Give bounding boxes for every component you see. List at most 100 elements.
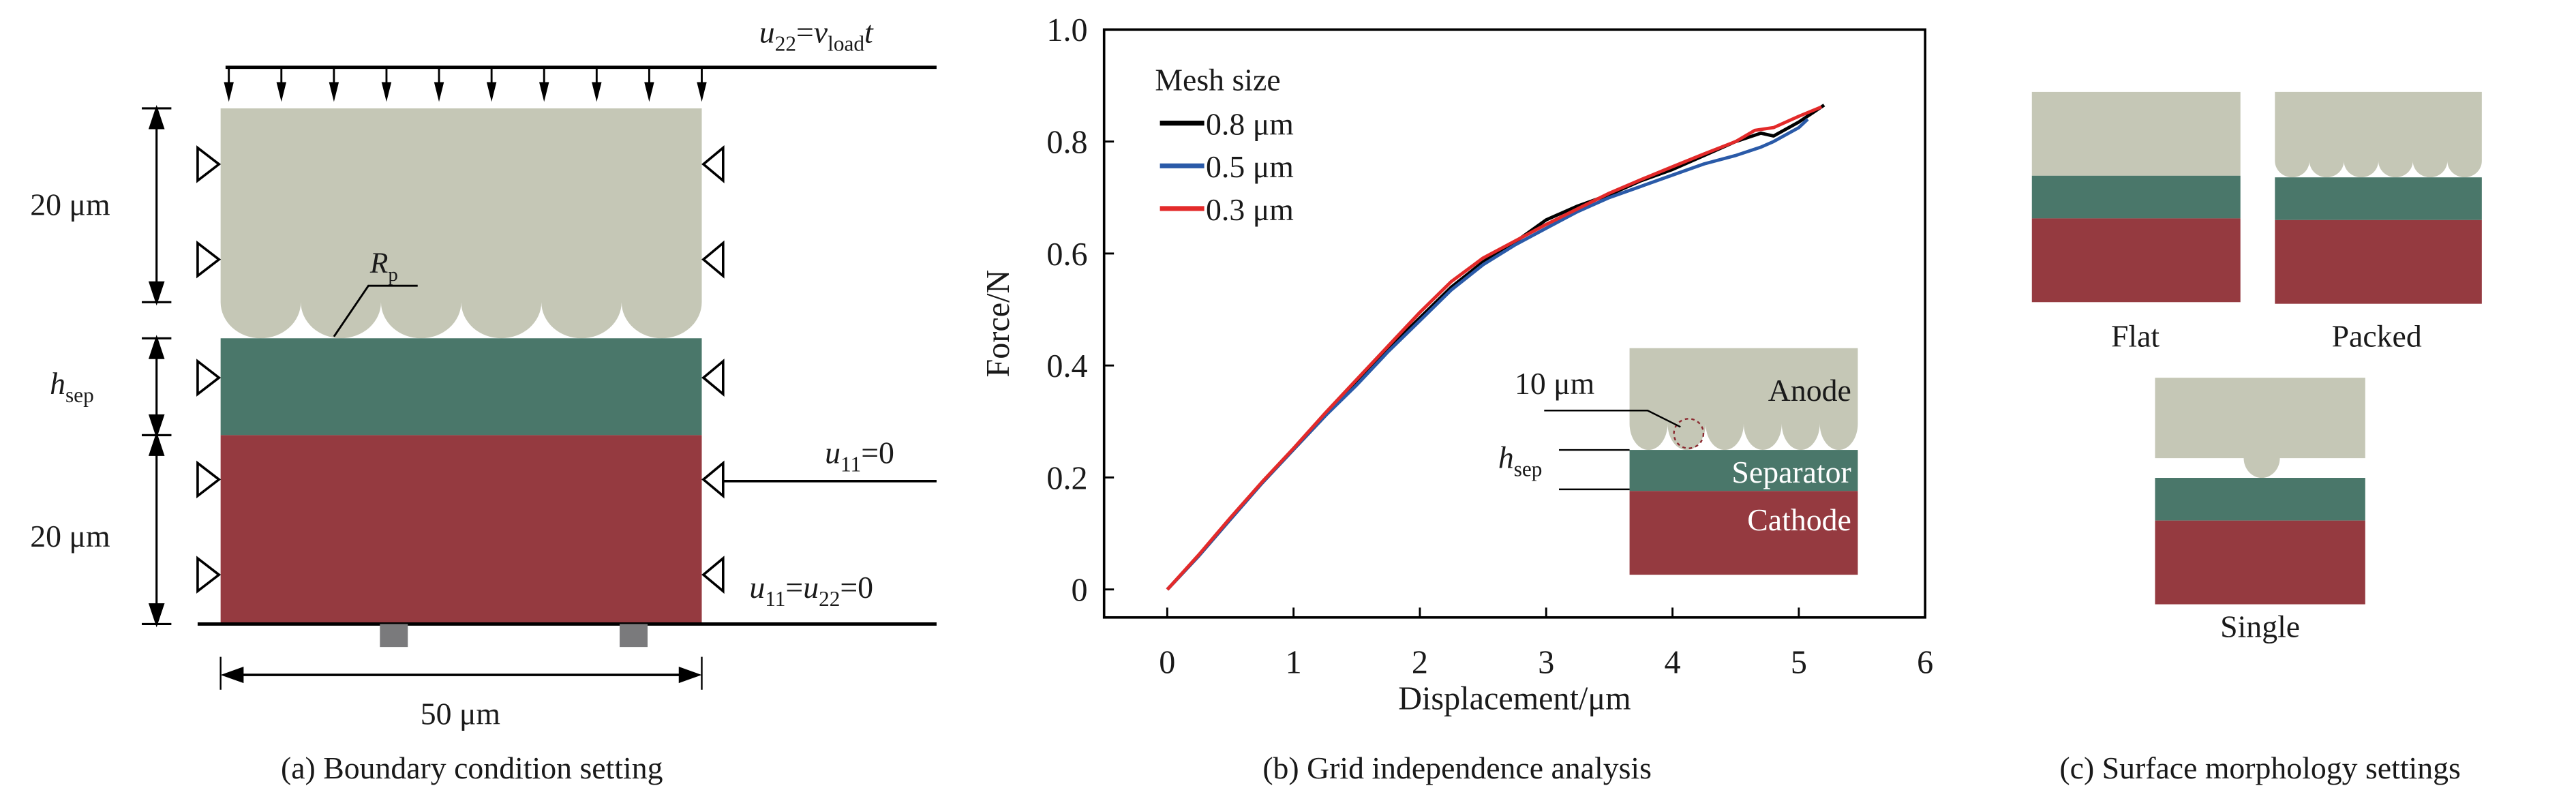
flat-anode [2031,91,2241,176]
load-arrow-head [486,82,497,102]
inset-separator [1629,450,1858,491]
load-arrow-head [592,82,602,102]
inset-hsep-label: hsep [1498,440,1543,481]
inset-separator-label: Separator [1731,455,1851,489]
packed-cathode [2275,219,2482,304]
dim-arrow [148,414,165,439]
x-tick-label: 0 [1159,645,1175,681]
radius-leader-line [333,284,418,337]
legend-label: 0.3 μm [1206,192,1294,227]
legend-label: 0.8 μm [1206,107,1294,142]
load-arrow-head [539,82,549,102]
x-tick-label: 6 [1917,645,1933,681]
separator-block [220,338,702,436]
support-block [620,624,648,648]
flat-cathode [2031,218,2241,303]
load-arrows [224,67,707,102]
dim-arrow [148,281,165,306]
y-tick-label: 0.2 [1046,460,1087,496]
legend-title: Mesh size [1155,62,1280,97]
width-arrow-left [220,667,244,684]
legend: 0.8 μm 0.5 μm 0.3 μm [1160,107,1294,227]
y-axis-label: Force/N [980,270,1016,378]
inset-cathode [1629,491,1858,575]
u11-label: u11=0 [825,435,894,476]
dim-width-label: 50 μm [421,696,500,731]
roller-right [701,240,725,279]
dim-arrow [148,335,165,359]
roller-left [196,359,222,397]
plot-frame [1102,28,1926,619]
inset-dim-label: 10 μm [1515,366,1594,401]
support-block [380,624,408,648]
panel-a-boundary-conditions: u22=vloadt u11=0 u11=u22=0 20 μm hsep 20… [30,15,937,785]
panel-b-caption: (b) Grid independence analysis [1262,751,1652,785]
packed-separator [2275,177,2482,220]
roller-right [701,556,725,594]
inset-anode [1629,348,1858,451]
panel-b-chart: 0 1 2 3 4 5 6 0 0.2 0.4 0.6 0.8 1.0 Displacement/μm… [980,12,1933,785]
inset-anode-label: Anode [1768,373,1851,408]
y-tick-label: 0.4 [1046,348,1087,384]
inset-highlight-circle [1673,418,1705,449]
flat-separator [2031,175,2241,219]
dim-bottom-label: 20 μm [30,519,110,554]
anode-block [220,108,702,339]
dim-top-label: 20 μm [30,187,110,222]
dim-arrow [148,603,165,628]
roller-right [701,145,725,183]
load-arrow-head [276,82,287,102]
packed-anode [2275,91,2482,178]
single-anode [2155,378,2365,479]
flat-label: Flat [2111,318,2160,353]
load-arrow-head [224,82,234,102]
width-arrow-right [678,667,702,684]
series-lines [1166,104,1825,591]
y-tick-label: 0.8 [1046,124,1087,160]
x-tick-label: 3 [1538,645,1554,681]
x-tick-label: 5 [1791,645,1807,681]
inset-dim-leader [1544,410,1681,428]
x-ticks: 0 1 2 3 4 5 6 [1159,607,1933,681]
inset-diagram: 10 μm Anode Separator Cathode hsep [1498,348,1858,575]
panel-a-caption: (a) Boundary condition setting [281,751,663,785]
y-tick-label: 0 [1072,573,1088,609]
cathode-block [220,435,702,624]
load-label: u22=vloadt [759,15,874,56]
x-tick-label: 4 [1665,645,1681,681]
u11-u22-label: u11=u22=0 [749,570,873,611]
dim-sep-label: hsep [50,366,94,407]
roller-left [196,556,222,594]
roller-supports [196,145,725,594]
x-tick-label: 2 [1412,645,1428,681]
radius-label: Rp [369,247,398,286]
load-arrow-head [329,82,339,102]
load-arrow-head [697,82,707,102]
single-separator [2155,478,2365,521]
load-arrow-head [381,82,392,102]
dimension-lines [142,105,172,628]
y-tick-label: 0.6 [1046,237,1087,273]
y-ticks: 0 0.2 0.4 0.6 0.8 1.0 [1046,12,1115,609]
y-tick-label: 1.0 [1046,12,1087,48]
load-arrow-head [644,82,654,102]
legend-label: 0.5 μm [1206,149,1294,184]
roller-left [196,240,222,279]
roller-right [701,359,725,397]
roller-left [196,460,222,499]
load-arrow-head [434,82,444,102]
roller-right [701,460,725,499]
packed-label: Packed [2332,318,2422,353]
inset-cathode-label: Cathode [1747,502,1851,537]
x-tick-label: 1 [1286,645,1302,681]
roller-left [196,145,222,183]
series-line-0-3-m [1166,105,1823,591]
x-axis-label: Displacement/μm [1398,681,1631,717]
single-cathode [2155,520,2365,605]
panel-c-caption: (c) Surface morphology settings [2059,751,2460,785]
panel-c-surface-morphology: Flat Packed Single (c) Surface morpholog… [2031,91,2482,785]
single-label: Single [2220,609,2300,644]
dim-arrow [148,105,165,130]
dim-arrow [148,431,165,456]
